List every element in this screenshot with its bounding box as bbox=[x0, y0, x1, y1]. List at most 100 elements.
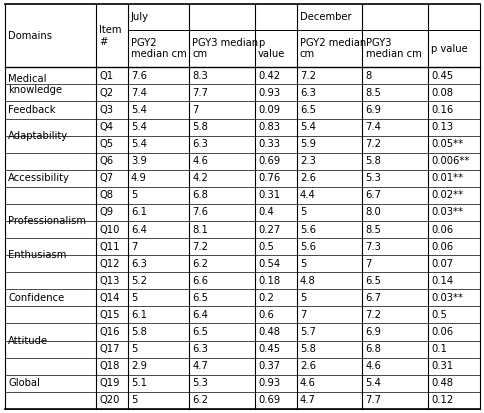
Text: Adaptability: Adaptability bbox=[8, 131, 68, 141]
Text: 0.6: 0.6 bbox=[257, 310, 273, 320]
Text: 8.3: 8.3 bbox=[192, 71, 208, 81]
Text: Q18: Q18 bbox=[99, 361, 119, 371]
Text: 6.5: 6.5 bbox=[299, 105, 315, 115]
Text: 6.3: 6.3 bbox=[131, 259, 147, 269]
Text: Q6: Q6 bbox=[99, 156, 113, 166]
Text: 5.2: 5.2 bbox=[131, 276, 147, 286]
Text: 6.4: 6.4 bbox=[131, 225, 147, 235]
Text: Q13: Q13 bbox=[99, 276, 119, 286]
Text: 8.1: 8.1 bbox=[192, 225, 208, 235]
Text: 0.93: 0.93 bbox=[257, 378, 280, 388]
Text: 0.2: 0.2 bbox=[257, 293, 273, 303]
Text: 0.45: 0.45 bbox=[257, 344, 280, 354]
Text: 0.76: 0.76 bbox=[257, 173, 280, 183]
Text: Feedback: Feedback bbox=[8, 105, 56, 115]
Text: 5.1: 5.1 bbox=[131, 378, 147, 388]
Text: 5: 5 bbox=[131, 395, 137, 405]
Text: 5.4: 5.4 bbox=[131, 105, 147, 115]
Text: 0.03**: 0.03** bbox=[430, 293, 462, 303]
Text: Q15: Q15 bbox=[99, 310, 120, 320]
Text: Domains: Domains bbox=[8, 31, 52, 41]
Text: Q14: Q14 bbox=[99, 293, 119, 303]
Text: 6.3: 6.3 bbox=[192, 344, 208, 354]
Text: 5: 5 bbox=[131, 344, 137, 354]
Text: 0.42: 0.42 bbox=[257, 71, 280, 81]
Text: 7.4: 7.4 bbox=[131, 88, 147, 98]
Text: Q12: Q12 bbox=[99, 259, 120, 269]
Text: Enthusiasm: Enthusiasm bbox=[8, 250, 66, 260]
Text: 0.69: 0.69 bbox=[257, 156, 280, 166]
Text: 3.9: 3.9 bbox=[131, 156, 147, 166]
Text: 4.6: 4.6 bbox=[192, 156, 208, 166]
Text: 7.3: 7.3 bbox=[365, 242, 380, 252]
Text: 8.0: 8.0 bbox=[365, 207, 380, 218]
Text: Accessibility: Accessibility bbox=[8, 173, 70, 183]
Text: 0.06: 0.06 bbox=[430, 225, 453, 235]
Text: Q5: Q5 bbox=[99, 139, 113, 149]
Text: 6.1: 6.1 bbox=[131, 207, 147, 218]
Text: 4.4: 4.4 bbox=[299, 190, 315, 200]
Text: 8.5: 8.5 bbox=[365, 88, 380, 98]
Text: 5.8: 5.8 bbox=[365, 156, 380, 166]
Text: 6.2: 6.2 bbox=[192, 259, 208, 269]
Text: 2.3: 2.3 bbox=[299, 156, 315, 166]
Text: 0.006**: 0.006** bbox=[430, 156, 469, 166]
Text: 7: 7 bbox=[365, 259, 371, 269]
Text: 7.6: 7.6 bbox=[131, 71, 147, 81]
Text: 0.5: 0.5 bbox=[430, 310, 446, 320]
Text: 7: 7 bbox=[131, 242, 137, 252]
Text: Q7: Q7 bbox=[99, 173, 113, 183]
Text: 0.1: 0.1 bbox=[430, 344, 446, 354]
Text: 0.03**: 0.03** bbox=[430, 207, 462, 218]
Text: 0.4: 0.4 bbox=[257, 207, 273, 218]
Text: 6.3: 6.3 bbox=[299, 88, 315, 98]
Text: 5.4: 5.4 bbox=[299, 122, 315, 132]
Text: 8.5: 8.5 bbox=[365, 225, 380, 235]
Text: 0.45: 0.45 bbox=[430, 71, 453, 81]
Text: 0.12: 0.12 bbox=[430, 395, 453, 405]
Text: 2.6: 2.6 bbox=[299, 173, 315, 183]
Text: 0.54: 0.54 bbox=[257, 259, 280, 269]
Text: 5.9: 5.9 bbox=[299, 139, 315, 149]
Text: 0.16: 0.16 bbox=[430, 105, 453, 115]
Text: 7.2: 7.2 bbox=[365, 310, 381, 320]
Text: 6.9: 6.9 bbox=[365, 105, 381, 115]
Text: 6.7: 6.7 bbox=[365, 190, 381, 200]
Text: 0.06: 0.06 bbox=[430, 327, 453, 337]
Text: 0.09: 0.09 bbox=[257, 105, 280, 115]
Text: 5.4: 5.4 bbox=[131, 122, 147, 132]
Text: Professionalism: Professionalism bbox=[8, 216, 86, 226]
Text: 0.93: 0.93 bbox=[257, 88, 280, 98]
Text: 5.3: 5.3 bbox=[365, 173, 380, 183]
Text: 7: 7 bbox=[299, 310, 305, 320]
Text: 7.2: 7.2 bbox=[192, 242, 208, 252]
Text: 4.2: 4.2 bbox=[192, 173, 208, 183]
Text: 7: 7 bbox=[192, 105, 198, 115]
Text: 5.6: 5.6 bbox=[299, 225, 315, 235]
Text: 0.07: 0.07 bbox=[430, 259, 453, 269]
Text: 0.02**: 0.02** bbox=[430, 190, 462, 200]
Text: 6.5: 6.5 bbox=[192, 293, 208, 303]
Text: 7.2: 7.2 bbox=[299, 71, 315, 81]
Text: PGY2 median
cm: PGY2 median cm bbox=[299, 38, 365, 59]
Text: 0.31: 0.31 bbox=[257, 190, 280, 200]
Text: 7.2: 7.2 bbox=[365, 139, 381, 149]
Text: July: July bbox=[131, 12, 149, 22]
Text: Q17: Q17 bbox=[99, 344, 120, 354]
Text: 6.2: 6.2 bbox=[192, 395, 208, 405]
Text: 6.9: 6.9 bbox=[365, 327, 381, 337]
Text: 5: 5 bbox=[299, 207, 305, 218]
Text: Q2: Q2 bbox=[99, 88, 113, 98]
Text: Q16: Q16 bbox=[99, 327, 120, 337]
Text: Q9: Q9 bbox=[99, 207, 113, 218]
Text: 6.1: 6.1 bbox=[131, 310, 147, 320]
Text: 0.33: 0.33 bbox=[257, 139, 280, 149]
Text: 6.7: 6.7 bbox=[365, 293, 381, 303]
Text: 4.7: 4.7 bbox=[299, 395, 315, 405]
Text: 0.48: 0.48 bbox=[430, 378, 453, 388]
Text: 6.4: 6.4 bbox=[192, 310, 208, 320]
Text: p value: p value bbox=[430, 43, 467, 54]
Text: 2.6: 2.6 bbox=[299, 361, 315, 371]
Text: 0.14: 0.14 bbox=[430, 276, 453, 286]
Text: 0.27: 0.27 bbox=[257, 225, 280, 235]
